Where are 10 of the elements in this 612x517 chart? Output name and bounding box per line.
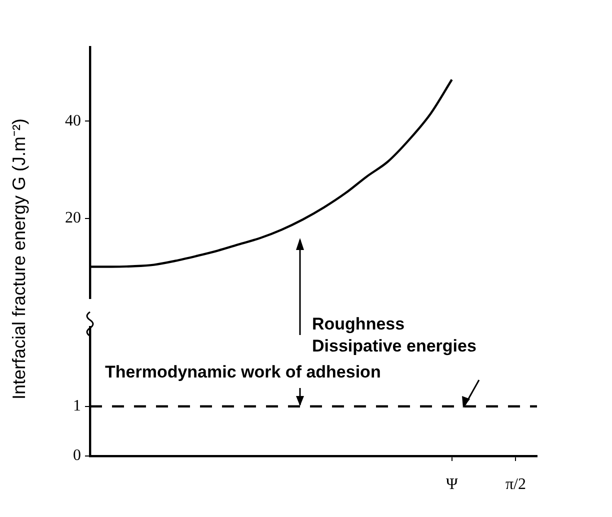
y-tick-label: 20: [65, 210, 81, 227]
x-tick-label: π/2: [505, 476, 526, 493]
y-tick-label: 40: [65, 112, 81, 130]
y-tick-label: 1: [73, 398, 81, 415]
annotation: Dissipative energies: [312, 336, 476, 356]
annotation: Roughness: [312, 314, 405, 334]
y-axis-title: Interfacial fracture energy G (J.m⁻²): [8, 117, 30, 402]
x-tick-label: Ψ: [446, 476, 458, 493]
y-tick-label: 0: [73, 447, 81, 464]
annotation: Thermodynamic work of adhesion: [105, 362, 381, 382]
